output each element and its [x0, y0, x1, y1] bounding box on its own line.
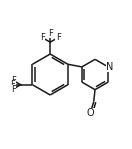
Text: F: F: [11, 85, 16, 94]
Text: F: F: [56, 33, 61, 42]
Text: F: F: [48, 29, 53, 38]
Text: O: O: [87, 108, 94, 118]
Text: F: F: [10, 80, 15, 89]
Text: F: F: [11, 76, 16, 85]
Text: F: F: [40, 33, 44, 42]
Text: N: N: [106, 62, 114, 72]
